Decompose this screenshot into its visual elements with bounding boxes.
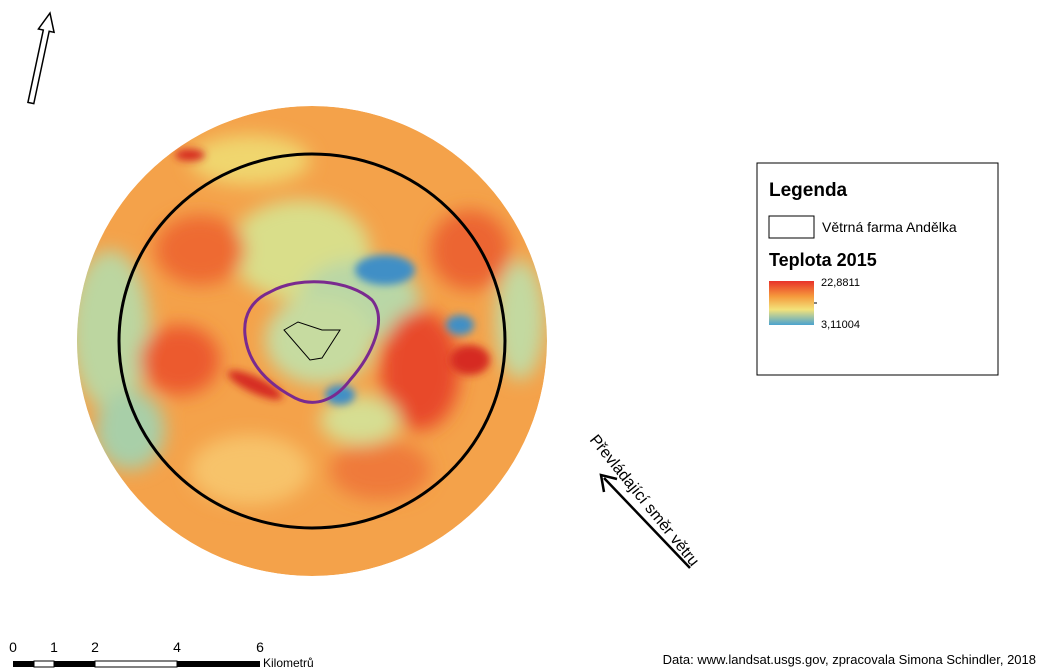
- legend-ramp: [769, 281, 814, 325]
- legend-min: 3,11004: [821, 319, 860, 331]
- north-arrow: [23, 11, 58, 104]
- legend-max: 22,8811: [821, 277, 860, 289]
- legend-raster-title: Teplota 2015: [769, 250, 877, 270]
- scale-bar: 0 1 2 4 6 Kilometrů: [9, 639, 314, 670]
- temperature-raster: [70, 106, 547, 576]
- scale-unit: Kilometrů: [263, 656, 314, 670]
- map: Legenda Větrná farma Andělka Teplota 201…: [0, 0, 1043, 671]
- legend: Legenda Větrná farma Andělka Teplota 201…: [757, 163, 998, 375]
- legend-title: Legenda: [769, 180, 848, 201]
- scale-label: 6: [256, 639, 264, 655]
- scale-label: 0: [9, 639, 17, 655]
- scale-label: 2: [91, 639, 99, 655]
- wind-indicator: Převládající směr větru: [586, 432, 702, 570]
- scale-label: 4: [173, 639, 181, 655]
- legend-swatch: [769, 216, 814, 238]
- scale-label: 1: [50, 639, 58, 655]
- legend-entry: Větrná farma Andělka: [822, 219, 957, 235]
- credit: Data: www.landsat.usgs.gov, zpracovala S…: [663, 652, 1036, 667]
- wind-label: Převládající směr větru: [586, 432, 702, 570]
